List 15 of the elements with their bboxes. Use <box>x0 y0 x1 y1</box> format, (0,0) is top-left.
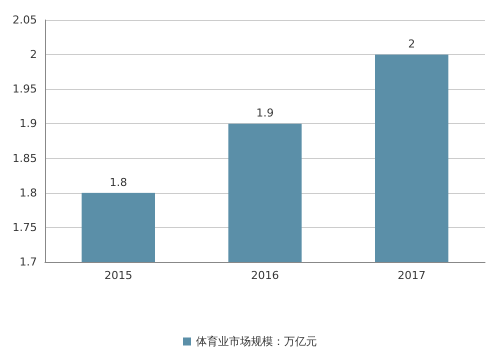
y-tick-label: 2 <box>30 48 37 62</box>
y-tick-label: 1.85 <box>12 152 37 165</box>
data-label: 1.8 <box>110 176 128 189</box>
x-tick-label: 2016 <box>251 269 279 282</box>
data-label: 2 <box>408 38 416 51</box>
x-tick-label: 2015 <box>104 269 132 282</box>
y-tick-label: 2.05 <box>12 14 37 26</box>
legend-label: 体育业市场规模：万亿元 <box>196 335 317 348</box>
x-tick-label: 2017 <box>398 269 426 282</box>
y-tick-label: 1.8 <box>20 186 37 200</box>
data-label: 1.9 <box>256 106 274 120</box>
y-tick-label: 1.7 <box>20 256 37 268</box>
y-tick-label: 1.9 <box>20 117 37 130</box>
y-tick-label: 1.95 <box>12 82 37 96</box>
y-tick-label: 1.75 <box>12 220 37 234</box>
